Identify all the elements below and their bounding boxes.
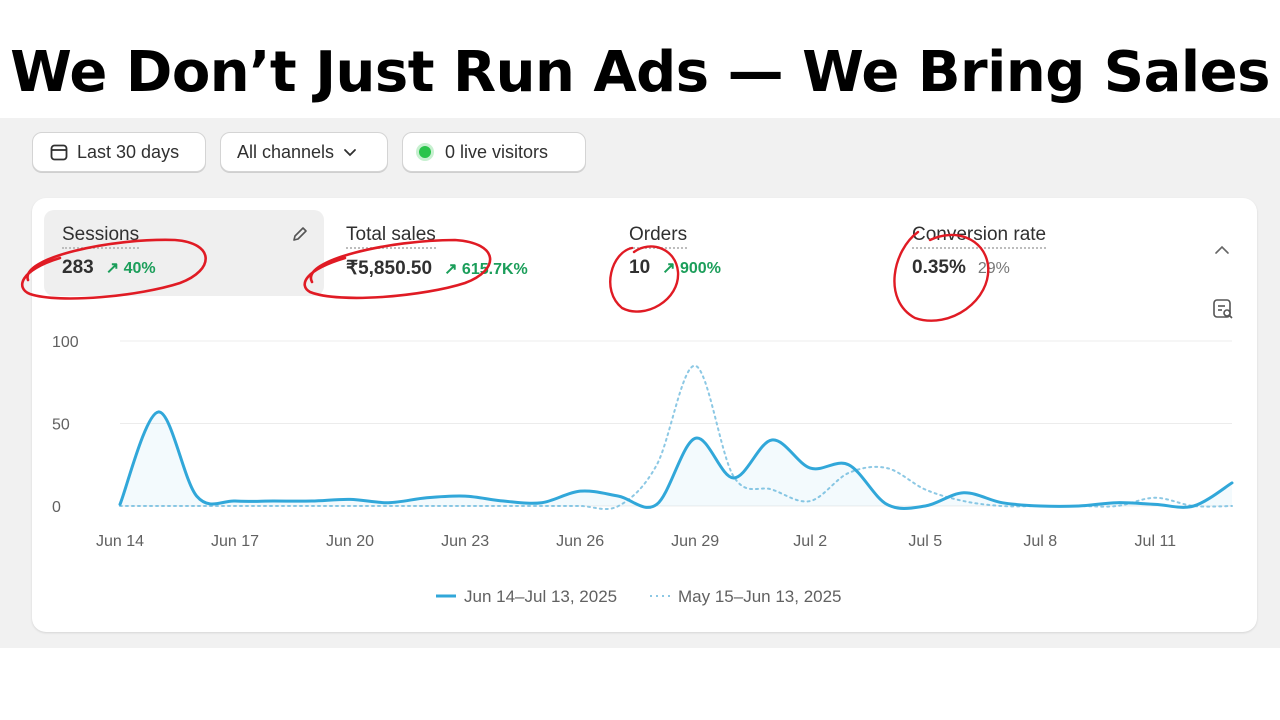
x-tick-label: Jun 23 [441,533,489,550]
channels-dropdown[interactable]: All channels [220,132,388,172]
series-line-current-period [118,410,1234,510]
x-tick-label: Jun 29 [671,533,719,550]
analytics-card: Sessions 283 ↗ 40% Total sales ₹5,850.50… [32,198,1257,632]
live-status-indicator [419,146,431,158]
date-range-button[interactable]: Last 30 days [32,132,206,172]
x-tick-label: Jun 26 [556,533,604,550]
x-tick-label: Jul 11 [1135,533,1177,550]
pencil-icon[interactable] [290,224,310,249]
legend-label-current: Jun 14–Jul 13, 2025 [464,587,617,606]
chevron-down-icon [342,144,358,160]
y-tick-label: 50 [52,417,70,434]
headline: We Don’t Just Run Ads — We Bring Sales [10,40,1270,105]
x-tick-label: Jul 2 [793,533,827,550]
x-tick-label: Jun 17 [211,533,259,550]
sessions-line-chart: 100 50 0 Jun 14 Jun 17 Jun 20 Jun 23 Jun 26 Jun … [52,334,1234,606]
chevron-up-icon[interactable] [1212,240,1232,265]
x-tick-label: Jul 8 [1023,533,1057,550]
date-range-label: Last 30 days [77,141,180,162]
live-visitors-label: 0 live visitors [445,141,549,162]
calendar-icon [49,142,69,162]
series-area-current-period [120,411,1232,509]
series-line-previous-period [119,364,1233,511]
x-tick-label: Jul 5 [908,533,942,550]
channels-label: All channels [237,141,335,162]
y-tick-label: 100 [52,334,79,351]
x-tick-label: Jun 14 [96,533,144,550]
legend-label-previous: May 15–Jun 13, 2025 [678,587,842,606]
live-visitors-button[interactable]: 0 live visitors [402,132,586,172]
y-tick-label: 0 [52,499,61,516]
x-tick-label: Jun 20 [326,533,374,550]
chart-settings-icon[interactable] [1212,298,1234,325]
